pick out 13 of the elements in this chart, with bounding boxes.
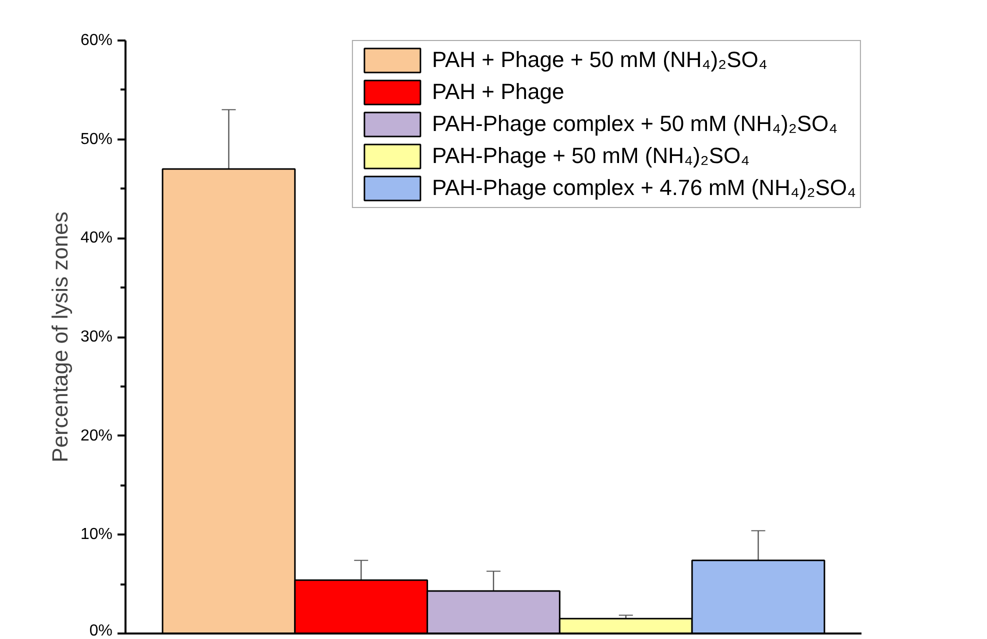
- legend-label: PAH-Phage complex + 4.76 mM (NH₄)₂SO₄: [432, 174, 856, 202]
- y-tick-label: 50%: [80, 130, 113, 148]
- legend-label: PAH-Phage + 50 mM (NH₄)₂SO₄: [432, 142, 750, 170]
- legend-label: PAH + Phage + 50 mM (NH₄)₂SO₄: [432, 46, 768, 74]
- y-axis-title: Percentage of lysis zones: [47, 212, 72, 462]
- legend-label: PAH-Phage complex + 50 mM (NH₄)₂SO₄: [432, 110, 838, 138]
- y-tick-label: 60%: [80, 32, 113, 49]
- y-tick-label: 0%: [89, 622, 112, 639]
- y-tick-label: 40%: [80, 230, 113, 247]
- y-tick-label: 20%: [80, 427, 113, 444]
- legend-label: PAH + Phage: [432, 78, 564, 106]
- y-tick-label: 30%: [80, 328, 113, 346]
- y-tick-label: 10%: [80, 526, 113, 544]
